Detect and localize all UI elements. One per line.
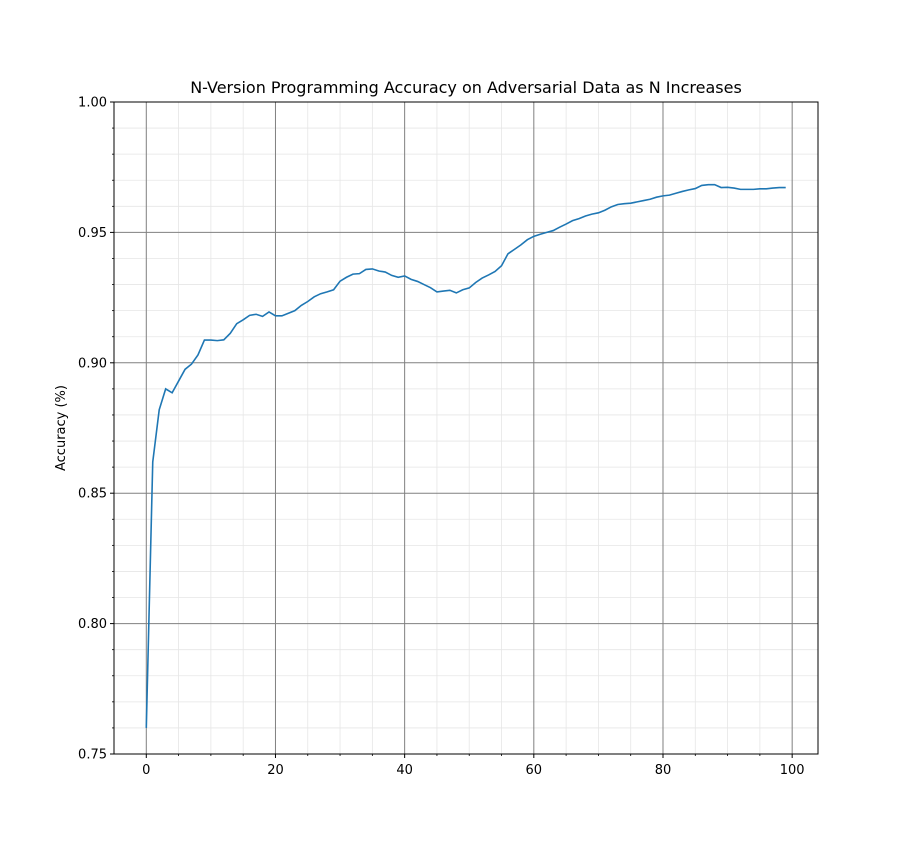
x-axis: 0 20 40 60 80 100 (142, 754, 805, 778)
y-tick-label: 0.90 (78, 356, 107, 371)
x-tick-label: 80 (655, 763, 672, 778)
chart-title: N-Version Programming Accuracy on Advers… (190, 78, 742, 97)
x-tick-label: 0 (142, 763, 150, 778)
y-tick-label: 0.85 (78, 487, 107, 502)
x-tick-label: 60 (526, 763, 543, 778)
x-tick-label: 40 (396, 763, 413, 778)
x-tick-label: 100 (780, 763, 805, 778)
accuracy-line (145, 183, 786, 728)
y-tick-label: 0.75 (78, 748, 107, 763)
y-tick-label: 1.00 (78, 96, 107, 111)
minor-grid (114, 102, 818, 754)
y-axis-label: Accuracy (%) (54, 385, 69, 471)
y-tick-label: 0.80 (78, 617, 107, 632)
y-tick-label: 0.95 (78, 226, 107, 241)
plot-frame (113, 101, 819, 755)
major-grid (114, 101, 818, 755)
x-tick-label: 20 (267, 763, 284, 778)
y-axis: 0.75 0.80 0.85 0.90 0.95 1.00 (78, 96, 114, 763)
